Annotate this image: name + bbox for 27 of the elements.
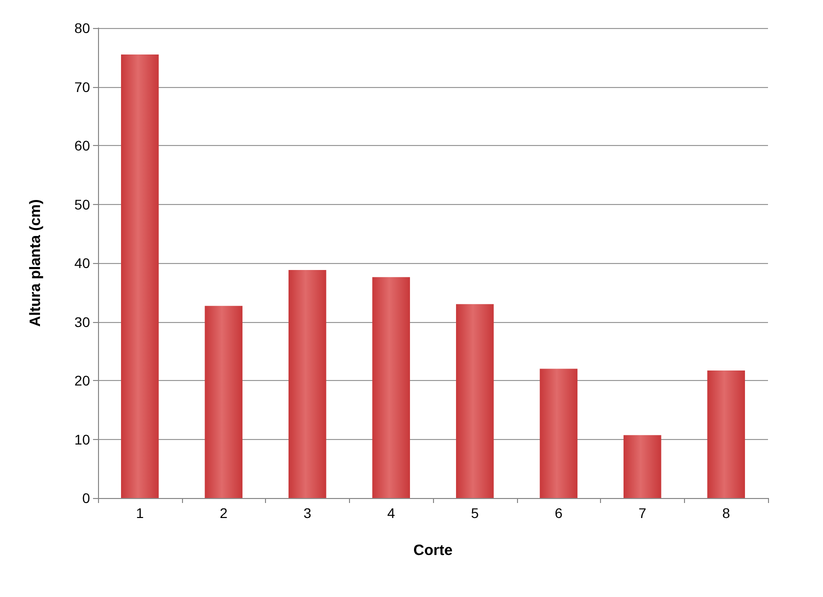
y-tick-label: 0	[82, 490, 90, 506]
y-tick-label: 10	[74, 431, 90, 448]
bar	[624, 435, 662, 498]
x-tick-label: 6	[554, 505, 563, 521]
x-tick-label: 7	[638, 505, 646, 521]
bar	[372, 277, 410, 498]
x-tick-label: 4	[387, 505, 396, 521]
y-tick-label: 20	[74, 372, 90, 388]
x-tick-label: 1	[136, 505, 144, 521]
x-tick-label: 3	[303, 505, 312, 521]
x-axis-title: Corte	[413, 542, 453, 559]
y-axis-title: Altura planta (cm)	[27, 199, 44, 327]
y-tick-label: 80	[74, 20, 90, 36]
y-tick-label: 70	[74, 78, 90, 95]
x-tick-label: 2	[220, 505, 228, 521]
x-tick-label: 5	[470, 505, 479, 521]
bar	[288, 270, 326, 498]
bar	[121, 54, 159, 498]
bar	[540, 368, 578, 498]
y-tick-label: 30	[74, 314, 90, 330]
y-tick-label: 50	[74, 196, 90, 212]
bar	[707, 370, 745, 498]
x-tick-label: 8	[722, 505, 730, 521]
y-tick-label: 40	[74, 255, 90, 271]
bar	[204, 306, 242, 498]
y-tick-label: 60	[74, 138, 90, 154]
bar	[456, 304, 494, 498]
